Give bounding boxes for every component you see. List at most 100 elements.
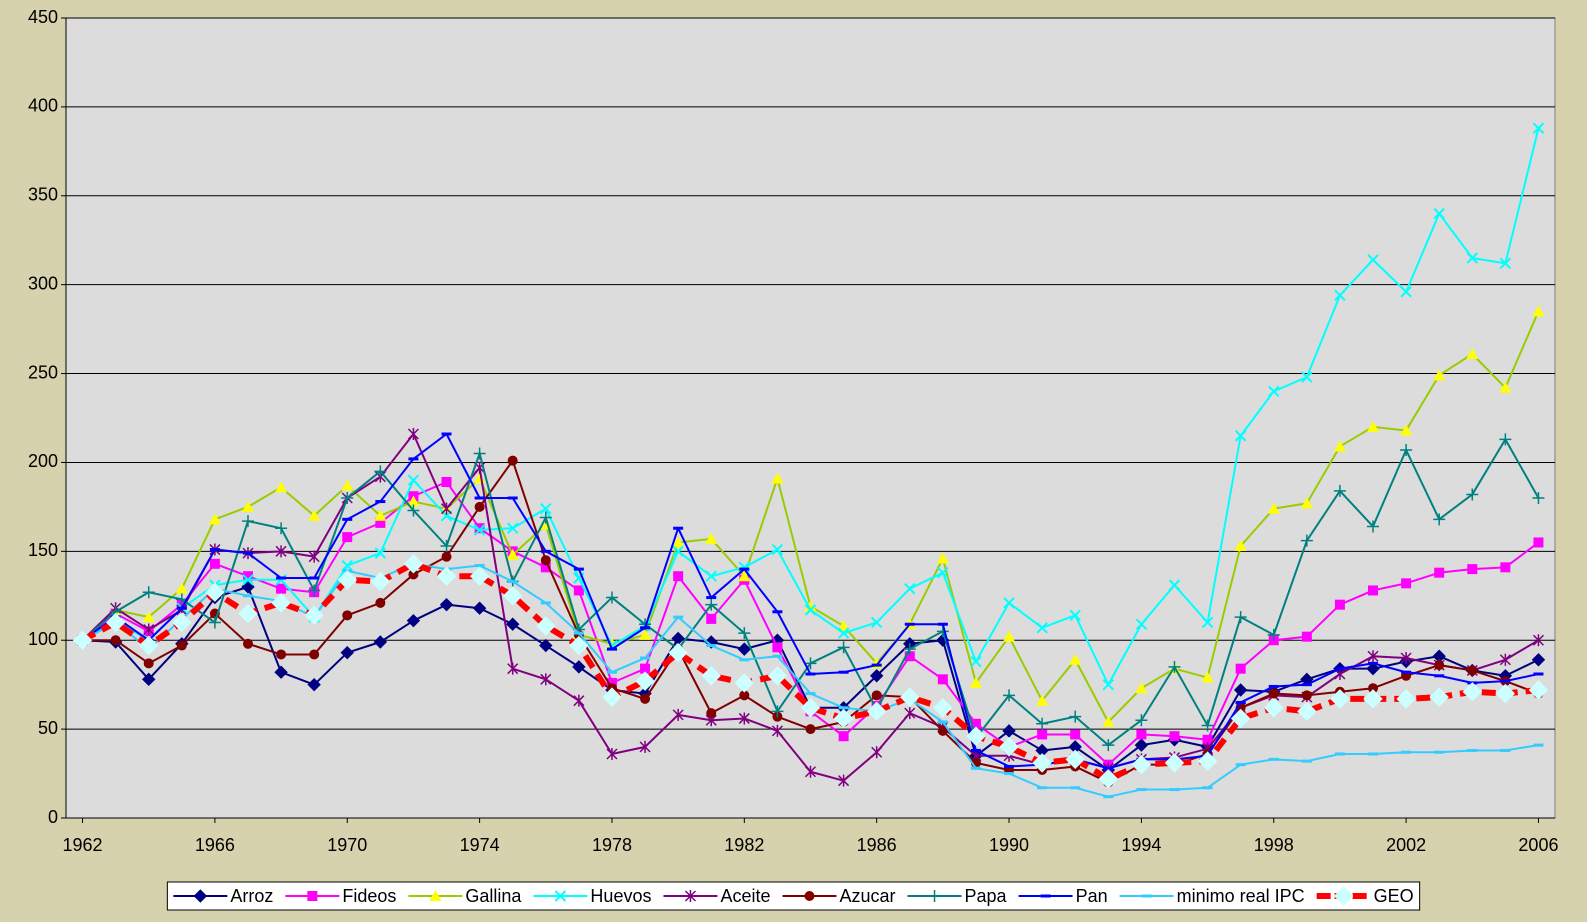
point — [439, 597, 454, 612]
point — [241, 515, 254, 528]
point — [1466, 252, 1478, 264]
point — [771, 705, 784, 718]
point — [1234, 540, 1247, 551]
point — [340, 645, 354, 660]
legend-item: Fideos — [285, 886, 396, 906]
point — [1201, 719, 1214, 732]
point — [472, 601, 487, 615]
legend-label: Huevos — [590, 886, 651, 906]
point — [734, 673, 755, 693]
point — [705, 570, 717, 582]
point — [737, 642, 752, 656]
point — [1069, 653, 1082, 665]
point — [474, 501, 485, 512]
point — [970, 718, 981, 729]
point — [142, 672, 156, 687]
point — [474, 523, 485, 534]
point — [966, 726, 986, 746]
point — [407, 504, 420, 517]
point — [1301, 690, 1312, 701]
point — [738, 627, 751, 640]
point — [469, 566, 490, 586]
series — [72, 554, 1549, 789]
point — [639, 628, 652, 640]
point — [407, 428, 419, 440]
point — [507, 455, 518, 466]
point — [1367, 520, 1380, 533]
point — [1297, 701, 1317, 722]
point — [937, 674, 948, 685]
point — [933, 698, 953, 718]
point — [205, 582, 225, 602]
point — [1135, 618, 1148, 630]
x-tick-label: 1982 — [724, 835, 764, 855]
point — [900, 687, 920, 707]
point — [928, 890, 941, 902]
point — [706, 613, 717, 624]
legend: Arroz Fideos Gallina Huevos Aceite Azucar Papa… — [166, 881, 1421, 911]
point — [143, 658, 154, 669]
point — [403, 554, 424, 574]
point — [1467, 665, 1478, 676]
point — [705, 598, 718, 611]
point — [1434, 660, 1445, 671]
point — [1528, 680, 1549, 700]
point — [1102, 739, 1115, 752]
point — [172, 612, 192, 633]
point — [139, 635, 159, 656]
point — [341, 492, 354, 504]
point — [308, 550, 320, 563]
point — [970, 655, 982, 668]
point — [1300, 497, 1313, 509]
y-tick-label: 50 — [38, 718, 58, 738]
point — [1429, 687, 1449, 707]
point — [1363, 689, 1383, 709]
point — [307, 891, 318, 901]
point — [1102, 716, 1115, 727]
point — [1533, 537, 1544, 548]
point — [999, 737, 1019, 757]
y-tick-label: 350 — [28, 185, 58, 205]
point — [1433, 513, 1446, 526]
point — [142, 611, 155, 623]
point — [473, 447, 486, 460]
point — [1098, 769, 1119, 789]
point — [1466, 488, 1479, 501]
point — [341, 479, 354, 491]
point — [573, 585, 584, 596]
point — [502, 586, 523, 606]
point — [771, 724, 783, 737]
point — [407, 495, 420, 507]
legend-label: Aceite — [720, 886, 770, 906]
point — [1531, 653, 1546, 667]
point — [540, 555, 551, 566]
x-tick-label: 1994 — [1121, 835, 1161, 855]
y-tick-label: 0 — [48, 807, 58, 827]
point — [242, 574, 254, 586]
point — [539, 638, 553, 653]
point — [1334, 599, 1345, 610]
point — [1003, 689, 1016, 702]
point — [1131, 754, 1152, 775]
point — [1069, 609, 1081, 622]
x-tick-label: 1978 — [592, 835, 632, 855]
point — [440, 502, 453, 515]
point — [838, 774, 850, 787]
point — [903, 643, 916, 656]
point — [672, 536, 685, 548]
point — [606, 748, 618, 760]
point — [1462, 682, 1482, 702]
legend-item: minimo real IPC — [1119, 886, 1305, 906]
point — [408, 569, 419, 580]
point — [1499, 653, 1511, 666]
point — [866, 701, 887, 722]
x-tick-label: 1990 — [989, 835, 1029, 855]
point — [1401, 578, 1412, 589]
point — [701, 666, 721, 686]
point — [738, 712, 750, 725]
point — [307, 677, 321, 692]
point — [242, 571, 253, 582]
x-tick-label: 1970 — [327, 835, 367, 855]
line — [81, 560, 1539, 782]
point — [1201, 671, 1214, 683]
